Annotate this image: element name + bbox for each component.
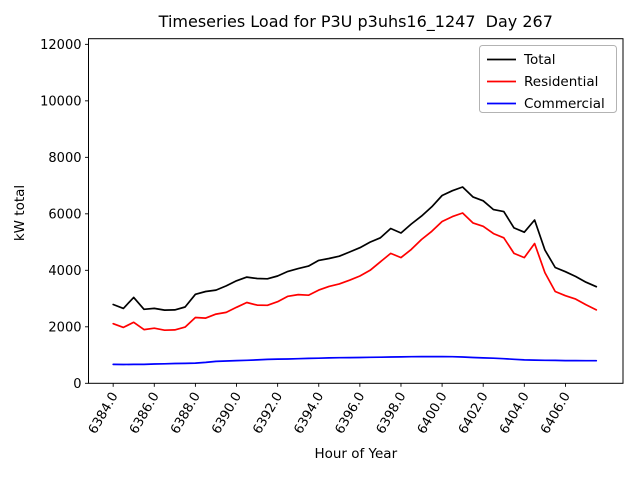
x-tick-label: 6398.0: [374, 390, 410, 437]
x-tick-label: 6400.0: [415, 390, 451, 437]
legend-label-residential: Residential: [524, 74, 598, 90]
line-total: [112, 186, 598, 311]
legend: [479, 45, 617, 113]
x-tick-label: 6392.0: [250, 390, 286, 437]
x-tick-label: 6402.0: [456, 390, 492, 437]
legend-label-total: Total: [523, 52, 556, 68]
line-residential: [112, 212, 598, 332]
y-tick-label: 0: [73, 377, 81, 392]
y-tick-label: 12000: [40, 38, 81, 53]
x-tick-label: 6406.0: [538, 390, 574, 437]
x-tick-label: 6394.0: [291, 390, 327, 437]
y-tick-label: 4000: [48, 264, 81, 279]
y-tick-label: 8000: [48, 151, 81, 166]
x-tick-label: 6390.0: [209, 390, 245, 437]
y-tick-label: 2000: [48, 320, 81, 335]
x-tick-label: 6386.0: [127, 390, 163, 437]
y-tick-label: 10000: [40, 94, 81, 109]
x-tick-label: 6384.0: [86, 390, 122, 437]
line-commercial: [112, 355, 598, 366]
x-tick-label: 6388.0: [168, 390, 204, 437]
y-tick-label: 6000: [48, 207, 81, 222]
x-tick-label: 6396.0: [333, 390, 369, 437]
chart-title: Timeseries Load for P3U p3uhs16_1247 Day…: [158, 12, 553, 32]
x-tick-label: 6404.0: [497, 390, 533, 437]
y-axis-label: kW total: [12, 185, 28, 241]
x-axis-label: Hour of Year: [314, 446, 397, 462]
plot-area: [88, 38, 624, 384]
legend-label-commercial: Commercial: [524, 96, 605, 112]
